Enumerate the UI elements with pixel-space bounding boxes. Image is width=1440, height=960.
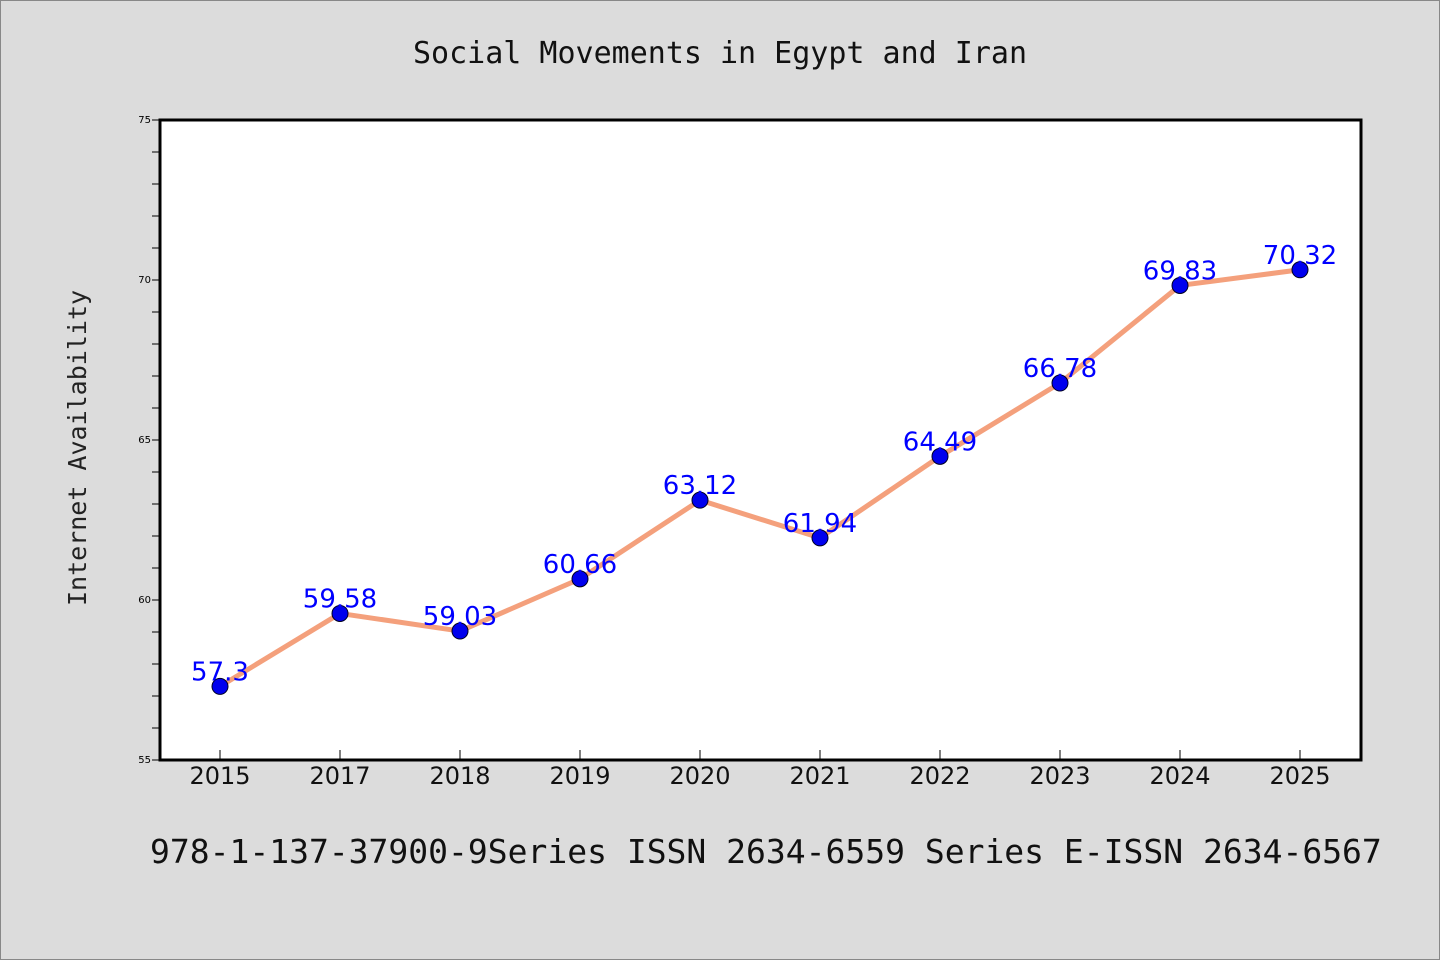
x-tick-label: 2024 [1149, 762, 1210, 790]
x-tick-label: 2022 [909, 762, 970, 790]
x-tick-label: 2015 [189, 762, 250, 790]
data-point [931, 447, 949, 465]
y-tick-label: 60 [138, 595, 151, 606]
data-label: 70.32 [1263, 241, 1337, 271]
x-tick-label: 2021 [789, 762, 850, 790]
y-tick-label: 75 [138, 115, 151, 126]
data-label: 59.03 [423, 602, 497, 632]
data-point [331, 604, 349, 622]
data-label: 60.66 [543, 550, 617, 580]
y-axis: 55 60 65 70 75 [138, 115, 160, 766]
x-axis: 2015 2017 2018 2019 2020 2021 2022 2023 2024 2025 [189, 750, 1331, 790]
data-point [1291, 261, 1309, 279]
footer-isbn-text: 978-1-137-37900-9Series ISSN 2634-6559 S… [150, 832, 1382, 871]
x-tick-label: 2020 [669, 762, 730, 790]
data-point [1171, 276, 1189, 294]
data-point [211, 677, 229, 695]
y-tick-label: 55 [138, 755, 151, 766]
data-point [451, 622, 469, 640]
x-tick-label: 2023 [1029, 762, 1090, 790]
data-point [691, 491, 709, 509]
x-tick-label: 2025 [1269, 762, 1330, 790]
data-point [571, 570, 589, 588]
y-tick-label: 70 [138, 275, 151, 286]
data-label: 61.94 [783, 509, 857, 539]
chart-title: Social Movements in Egypt and Iran [413, 36, 1027, 71]
y-axis-label: Internet Availability [63, 290, 92, 606]
data-labels-layer: 57.3 59.58 59.03 60.66 63.12 61.94 64.49 66.78 6… [191, 241, 1337, 688]
data-label: 64.49 [903, 427, 977, 457]
data-label: 69.83 [1143, 256, 1217, 286]
data-point [1051, 374, 1069, 392]
y-tick-label: 65 [138, 435, 151, 446]
data-label: 59.58 [303, 584, 377, 614]
data-label: 57.3 [191, 657, 249, 687]
data-label: 66.78 [1023, 354, 1097, 384]
data-point [811, 529, 829, 547]
data-label: 63.12 [663, 471, 737, 501]
series-layer [211, 261, 1309, 695]
x-tick-label: 2019 [549, 762, 610, 790]
x-tick-label: 2017 [309, 762, 370, 790]
plot-area [158, 118, 1363, 762]
series-line [217, 267, 1303, 689]
x-tick-label: 2018 [429, 762, 490, 790]
